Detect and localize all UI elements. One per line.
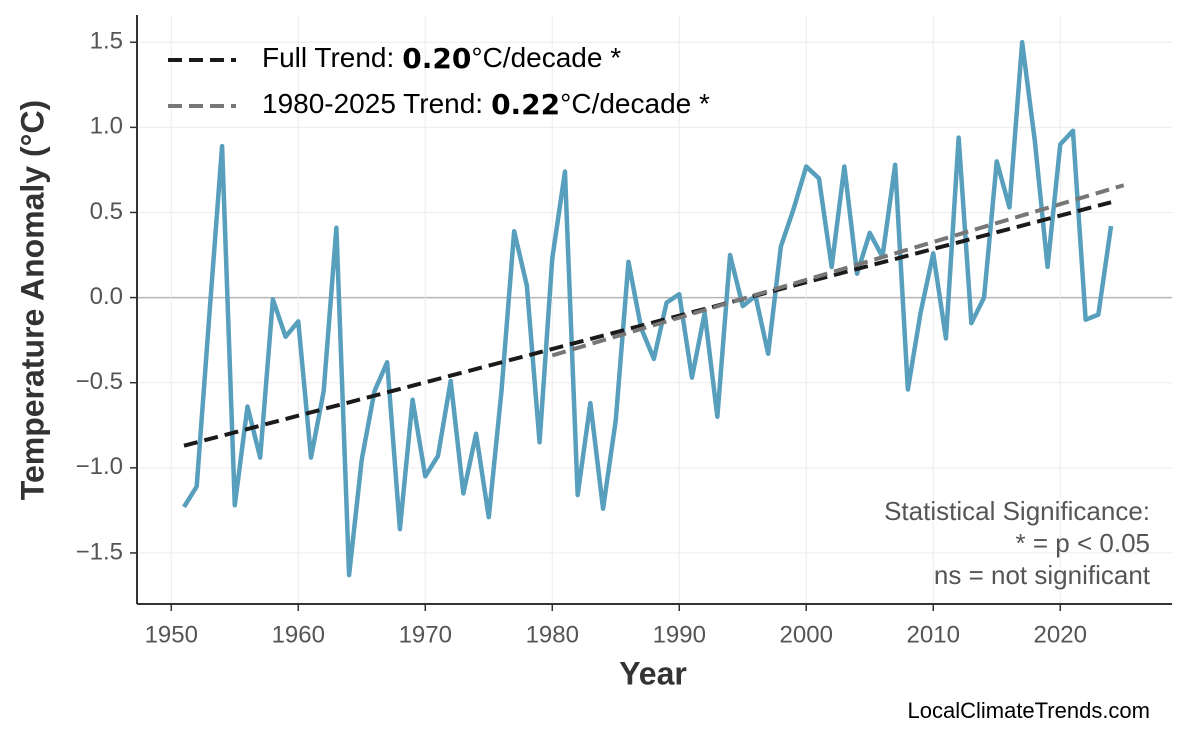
x-tick-label: 1960 [272, 621, 325, 648]
x-tick-label: 2010 [907, 621, 960, 648]
x-tick-label: 1950 [145, 621, 198, 648]
x-tick-label: 2000 [780, 621, 833, 648]
legend-unit: °C/decade * [560, 88, 710, 119]
annotation: * = p < 0.05 [1016, 528, 1150, 558]
trend-line [183, 200, 1112, 448]
source: LocalClimateTrends.com [908, 698, 1151, 723]
y-tick-label: 0.0 [90, 283, 123, 310]
legend-slope: 0.22 [491, 88, 560, 121]
y-tick-label: −1.5 [76, 538, 123, 565]
annotation: Statistical Significance: [884, 496, 1150, 526]
x-tick-label: 2020 [1034, 621, 1087, 648]
x-axis-label: Year [619, 655, 687, 691]
trend-line [551, 183, 1125, 358]
y-tick-label: 0.5 [90, 198, 123, 225]
y-axis-label: Temperature Anomaly (°C) [14, 100, 50, 500]
x-tick-label: 1990 [653, 621, 706, 648]
data-line [182, 39, 1114, 578]
y-tick-label: 1.0 [90, 113, 123, 140]
y-tick-label: 1.5 [90, 28, 123, 55]
legend-entry: Full Trend: 0.20°C/decade * [262, 42, 621, 75]
y-tick-label: −1.0 [76, 453, 123, 480]
annotation: ns = not significant [934, 560, 1151, 590]
legend-name: 1980-2025 Trend: [262, 88, 483, 119]
legend-name: Full Trend: [262, 42, 394, 73]
legend-slope: 0.20 [402, 42, 471, 75]
y-tick-label: −0.5 [76, 368, 123, 395]
x-tick-label: 1980 [526, 621, 579, 648]
legend-entry: 1980-2025 Trend: 0.22°C/decade * [262, 88, 710, 121]
x-tick-label: 1970 [399, 621, 452, 648]
grid [137, 15, 1172, 604]
legend-unit: °C/decade * [471, 42, 621, 73]
